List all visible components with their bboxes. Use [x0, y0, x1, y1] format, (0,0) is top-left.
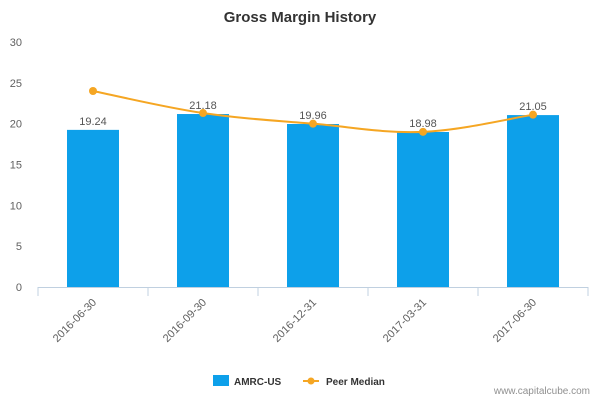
bar: [67, 129, 119, 287]
y-tick-label: 5: [16, 241, 22, 253]
peer-median-point: [199, 109, 207, 118]
peer-median-point: [89, 87, 97, 95]
y-tick-label: 30: [10, 37, 22, 49]
x-tick-label: 2017-03-31: [381, 297, 429, 345]
line-series: [89, 87, 537, 136]
x-tick-label: 2016-06-30: [51, 297, 99, 345]
bar: [507, 115, 559, 287]
credit-text: www.capitalcube.com: [493, 386, 590, 397]
peer-median-point: [419, 127, 427, 136]
y-tick-label: 15: [10, 160, 22, 172]
chart-title: Gross Margin History: [224, 9, 377, 26]
y-tick-label: 0: [16, 282, 22, 294]
legend: AMRC-US Peer Median: [213, 375, 385, 388]
bar: [397, 131, 449, 287]
x-axis-ticks: 2016-06-30 2016-09-30 2016-12-31 2017-03-31…: [37, 287, 589, 345]
y-tick-label: 20: [10, 119, 22, 131]
bar-data-label: 19.96: [299, 110, 327, 122]
bar-data-label: 19.24: [79, 116, 107, 128]
legend-label-line: Peer Median: [326, 377, 385, 388]
x-tick-label: 2016-09-30: [161, 297, 209, 345]
bar: [177, 114, 229, 287]
y-tick-label: 10: [10, 200, 22, 212]
bar-series: 19.24 21.18 19.96 18.98 21.05: [67, 100, 559, 287]
x-tick-label: 2017-06-30: [491, 297, 539, 345]
bar-data-label: 18.98: [409, 118, 437, 130]
legend-bar-swatch: [213, 375, 229, 386]
peer-median-point: [529, 110, 537, 119]
y-tick-label: 25: [10, 78, 22, 90]
peer-median-point: [309, 119, 317, 128]
y-axis-ticks: 0 5 10 15 20 25 30: [10, 37, 22, 294]
bar-data-label: 21.05: [519, 101, 547, 113]
bar: [287, 123, 339, 287]
bar-data-label: 21.18: [189, 100, 217, 112]
x-tick-label: 2016-12-31: [271, 297, 319, 345]
legend-line-marker: [307, 377, 315, 385]
legend-label-bar: AMRC-US: [234, 377, 282, 388]
